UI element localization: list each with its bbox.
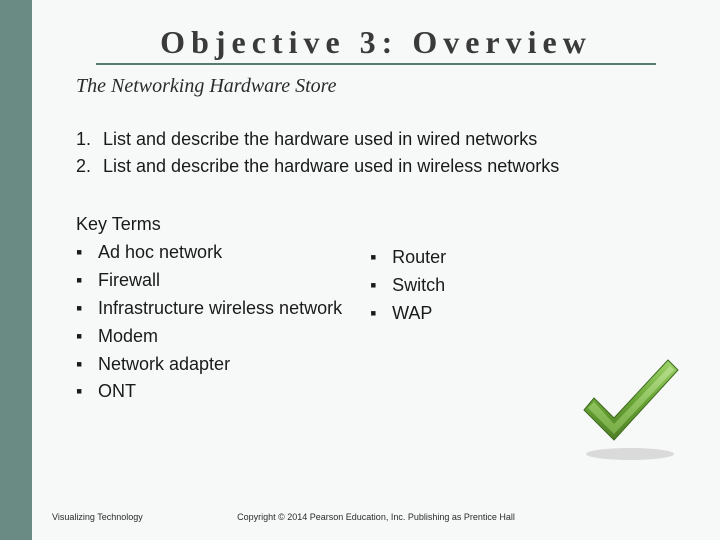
square-bullet-icon: ▪	[76, 323, 98, 351]
objectives-list: 1. List and describe the hardware used i…	[76, 126, 676, 180]
key-terms-column-1: Key Terms ▪Ad hoc network ▪Firewall ▪Inf…	[76, 214, 342, 406]
key-term-item: ▪Modem	[76, 323, 342, 351]
key-term-item: ▪Infrastructure wireless network	[76, 295, 342, 323]
key-terms-list-1: ▪Ad hoc network ▪Firewall ▪Infrastructur…	[76, 239, 342, 406]
checkmark-icon	[570, 352, 690, 462]
key-term-item: ▪ONT	[76, 378, 342, 406]
key-term-text: Network adapter	[98, 354, 230, 374]
objective-text: List and describe the hardware used in w…	[103, 129, 537, 149]
objective-item: 1. List and describe the hardware used i…	[76, 126, 676, 153]
slide-title: Objective 3: Overview	[96, 24, 656, 65]
objective-text: List and describe the hardware used in w…	[103, 156, 559, 176]
square-bullet-icon: ▪	[76, 351, 98, 379]
key-term-item: ▪Switch	[370, 272, 446, 300]
key-term-item: ▪Ad hoc network	[76, 239, 342, 267]
key-term-item: ▪Network adapter	[76, 351, 342, 379]
square-bullet-icon: ▪	[76, 239, 98, 267]
footer-copyright: Copyright © 2014 Pearson Education, Inc.…	[32, 512, 720, 522]
key-term-item: ▪Router	[370, 244, 446, 272]
key-term-text: WAP	[392, 303, 432, 323]
left-accent-bar	[0, 0, 32, 540]
key-term-text: Modem	[98, 326, 158, 346]
square-bullet-icon: ▪	[370, 300, 392, 328]
key-term-text: Infrastructure wireless network	[98, 298, 342, 318]
key-term-item: ▪Firewall	[76, 267, 342, 295]
key-term-text: Switch	[392, 275, 445, 295]
objective-number: 1.	[76, 126, 98, 153]
key-term-text: Ad hoc network	[98, 242, 222, 262]
objective-number: 2.	[76, 153, 98, 180]
square-bullet-icon: ▪	[370, 272, 392, 300]
square-bullet-icon: ▪	[370, 244, 392, 272]
key-terms-column-2: ▪Router ▪Switch ▪WAP	[370, 214, 446, 328]
key-term-text: Firewall	[98, 270, 160, 290]
key-term-text: Router	[392, 247, 446, 267]
square-bullet-icon: ▪	[76, 378, 98, 406]
key-term-item: ▪WAP	[370, 300, 446, 328]
slide-subtitle: The Networking Hardware Store	[76, 75, 676, 98]
key-terms-list-2: ▪Router ▪Switch ▪WAP	[370, 244, 446, 328]
square-bullet-icon: ▪	[76, 267, 98, 295]
square-bullet-icon: ▪	[76, 295, 98, 323]
key-term-text: ONT	[98, 381, 136, 401]
key-terms-heading: Key Terms	[76, 214, 342, 235]
objective-item: 2. List and describe the hardware used i…	[76, 153, 676, 180]
